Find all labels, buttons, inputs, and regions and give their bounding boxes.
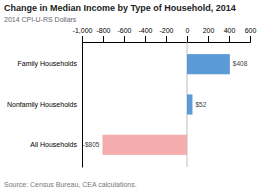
x-tick: 200	[203, 27, 215, 42]
bar	[187, 54, 230, 74]
x-tick: -1,000	[73, 27, 93, 42]
chart: Change in Median Income by Type of House…	[0, 0, 264, 191]
x-axis: -1,000-800 -600 -400 -200 0 200 400 600	[73, 27, 257, 43]
x-tick-mark	[103, 36, 104, 42]
y-tick: All Households	[30, 141, 82, 148]
data-label: $52	[195, 101, 206, 108]
x-tick-mark	[208, 36, 209, 42]
x-tick-mark	[250, 36, 251, 42]
subtitle: 2014 CPI-U-RS Dollars	[4, 16, 77, 23]
x-tick: -400	[138, 27, 152, 42]
source: Source: Census Bureau, CEA calculations.	[4, 181, 137, 188]
x-tick: -200	[159, 27, 173, 42]
y-axis: Family Households Nonfamily Households All…	[7, 43, 83, 168]
x-tick-mark	[229, 36, 230, 42]
x-tick-label: 0	[186, 27, 190, 34]
y-tick-label: Family Households	[17, 60, 77, 68]
x-tick: 400	[224, 27, 236, 42]
bar	[187, 94, 192, 114]
x-tick-mark	[124, 36, 125, 42]
x-tick: 600	[245, 27, 257, 42]
x-axis-line	[83, 36, 251, 43]
x-tick-mark	[145, 36, 146, 42]
x-tick: -800	[96, 27, 110, 42]
title: Change in Median Income by Type of House…	[4, 3, 236, 13]
x-tick-label: -600	[117, 27, 131, 34]
data-labels: $408 $52 -$805	[83, 60, 248, 148]
data-label: -$805	[83, 141, 100, 148]
x-tick-label: -1,000	[73, 27, 93, 34]
bar	[102, 135, 187, 155]
x-tick-label: 200	[203, 27, 215, 34]
y-tick: Family Households	[17, 60, 82, 68]
x-tick-label: 400	[224, 27, 236, 34]
x-tick-mark	[187, 36, 188, 42]
x-tick-label: -800	[96, 27, 110, 34]
x-tick-label: -400	[138, 27, 152, 34]
x-tick: -600	[117, 27, 131, 42]
x-tick-label: -200	[159, 27, 173, 34]
x-tick: 0	[186, 27, 190, 42]
y-tick-label: All Households	[30, 141, 77, 148]
y-axis-line	[82, 43, 83, 168]
bars	[102, 54, 229, 155]
x-tick-mark	[82, 36, 83, 42]
y-tick-label: Nonfamily Households	[7, 101, 78, 109]
x-tick-label: 600	[245, 27, 257, 34]
data-label: $408	[233, 60, 248, 67]
plot: -1,000-800 -600 -400 -200 0 200 400 600 Family H…	[7, 27, 256, 168]
y-tick: Nonfamily Households	[7, 101, 82, 109]
x-tick-mark	[166, 36, 167, 42]
